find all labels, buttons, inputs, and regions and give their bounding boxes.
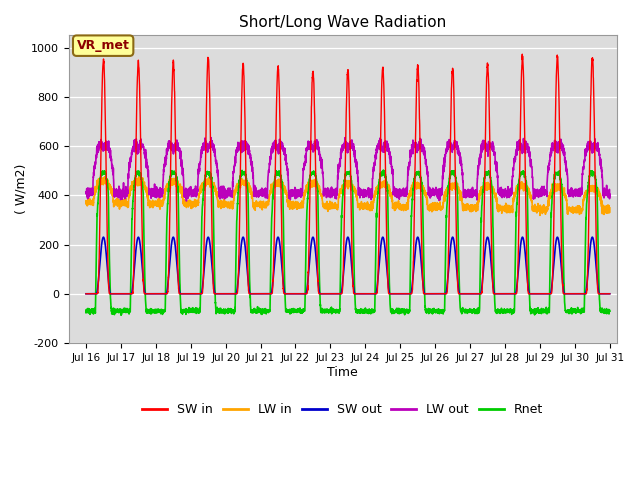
Legend: SW in, LW in, SW out, LW out, Rnet: SW in, LW in, SW out, LW out, Rnet <box>137 398 548 421</box>
Y-axis label: ( W/m2): ( W/m2) <box>15 164 28 215</box>
Text: VR_met: VR_met <box>77 39 129 52</box>
X-axis label: Time: Time <box>327 365 358 379</box>
Title: Short/Long Wave Radiation: Short/Long Wave Radiation <box>239 15 446 30</box>
